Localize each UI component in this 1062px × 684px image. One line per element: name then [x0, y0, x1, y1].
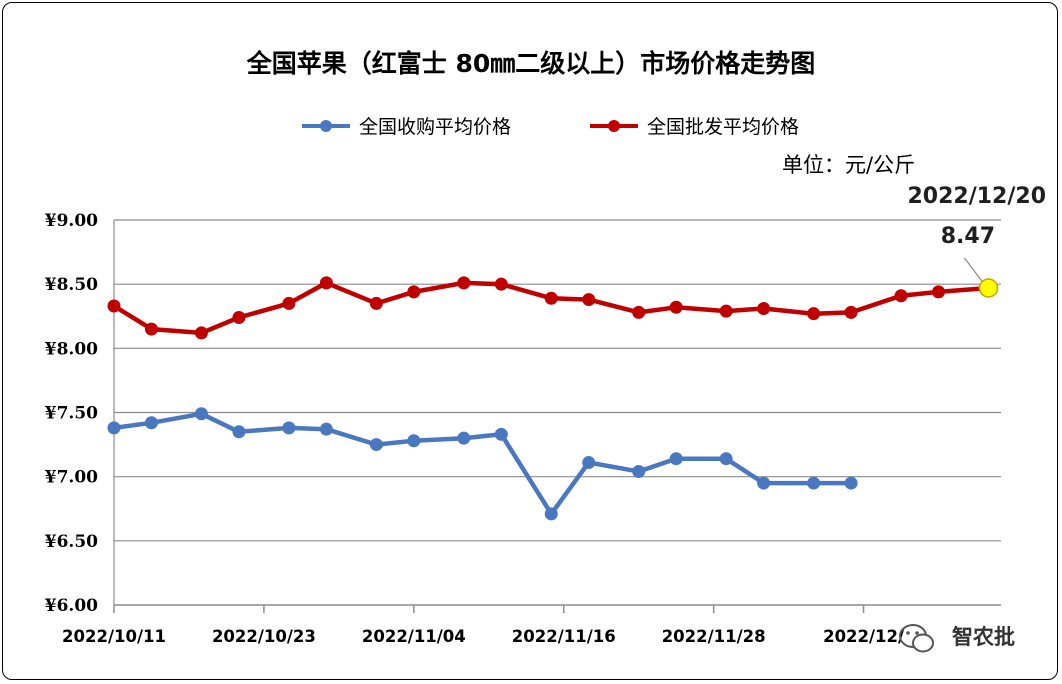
legend-label-purchase: 全国收购平均价格	[359, 116, 511, 138]
x-tick-label: 2022/11/04	[362, 627, 466, 646]
data-point	[494, 427, 508, 441]
y-tick-label: ¥8.50	[45, 275, 98, 295]
data-point	[669, 452, 683, 466]
data-point	[232, 425, 246, 439]
x-tick-label: 2022/11/16	[512, 627, 616, 646]
annotation-value: 8.47	[941, 224, 995, 249]
data-point	[369, 296, 383, 310]
data-point	[457, 431, 471, 445]
wechat-icon	[899, 624, 934, 653]
data-point	[194, 326, 208, 340]
data-point	[407, 285, 421, 299]
legend: 全国收购平均价格 全国批发平均价格	[302, 116, 799, 138]
y-tick-label: ¥9.00	[45, 211, 98, 231]
data-point	[844, 305, 858, 319]
data-point	[669, 300, 683, 314]
legend-marker-purchase	[320, 120, 332, 132]
x-tick-label: 2022/11/28	[662, 627, 766, 646]
x-tick-label: 2022/10/23	[212, 627, 316, 646]
legend-label-wholesale: 全国批发平均价格	[647, 116, 799, 138]
annotation-leader-line	[964, 257, 983, 283]
data-point	[319, 276, 333, 290]
data-point	[632, 465, 646, 479]
x-tick-label: 2022/12/	[823, 627, 905, 646]
data-point	[757, 476, 771, 490]
y-axis: ¥6.00 ¥6.50 ¥7.00 ¥7.50 ¥8.00 ¥8.50 ¥9.00	[45, 211, 98, 616]
data-point	[932, 285, 946, 299]
highlighted-data-point	[978, 278, 999, 298]
series-line-1	[111, 280, 991, 336]
data-point	[107, 299, 121, 313]
watermark-text: 智农批	[952, 625, 1015, 649]
data-point	[407, 434, 421, 448]
data-point	[582, 293, 596, 307]
y-tick-label: ¥6.50	[45, 532, 98, 552]
unit-label: 单位：元/公斤	[782, 153, 915, 177]
legend-marker-wholesale	[608, 120, 620, 132]
data-point	[457, 276, 471, 290]
data-point	[632, 305, 646, 319]
data-point	[232, 311, 246, 325]
y-tick-label: ¥7.50	[45, 404, 98, 424]
series-line-0	[111, 411, 854, 517]
data-point	[844, 476, 858, 490]
chart-title: 全国苹果（红富士 80㎜二级以上）市场价格走势图	[246, 49, 816, 78]
data-point	[582, 456, 596, 470]
y-tick-label: ¥8.00	[45, 339, 98, 359]
plot-area	[107, 276, 991, 521]
data-point	[544, 507, 558, 521]
x-axis: 2022/10/11 2022/10/23 2022/11/04 2022/11/16…	[62, 220, 1001, 646]
data-point	[544, 291, 558, 305]
data-point	[369, 438, 383, 452]
data-point	[282, 296, 296, 310]
data-point	[107, 421, 121, 435]
y-tick-label: ¥7.00	[45, 468, 98, 488]
data-point	[194, 407, 208, 421]
data-point	[757, 302, 771, 316]
data-point	[144, 416, 158, 430]
y-tick-label: ¥6.00	[45, 596, 98, 616]
data-point	[719, 452, 733, 466]
latest-value-annotation: 2022/12/20 8.47	[907, 184, 1046, 298]
data-point	[807, 307, 821, 321]
data-point	[807, 476, 821, 490]
annotation-date: 2022/12/20	[907, 184, 1046, 209]
data-point	[894, 289, 908, 303]
watermark: 智农批	[899, 624, 1015, 653]
x-tick-label: 2022/10/11	[62, 627, 166, 646]
data-point	[319, 422, 333, 436]
data-point	[282, 421, 296, 435]
data-point	[719, 304, 733, 318]
data-point	[494, 277, 508, 291]
data-point	[144, 322, 158, 336]
grid-lines	[114, 219, 1001, 542]
